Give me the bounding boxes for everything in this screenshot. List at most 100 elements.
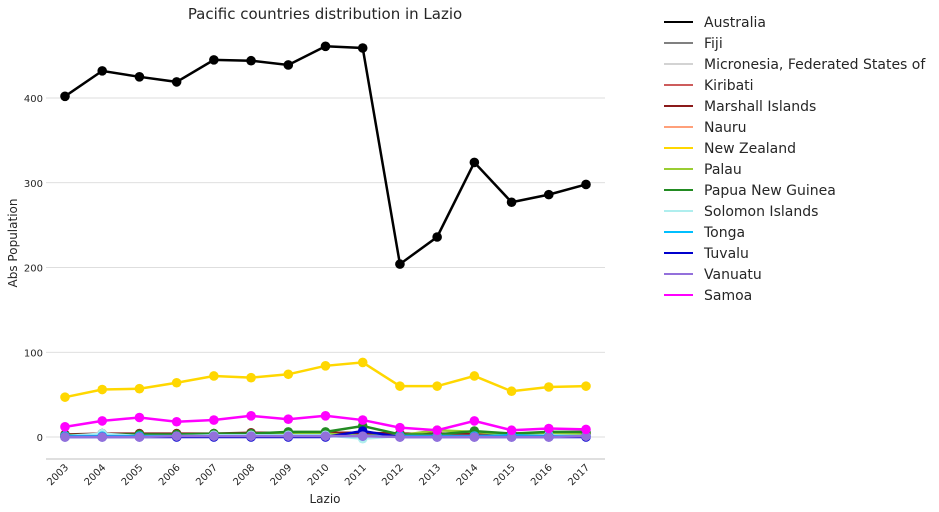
series-new-zealand <box>60 357 591 402</box>
data-point <box>283 369 294 380</box>
series-australia <box>60 41 591 269</box>
legend-label: Australia <box>704 15 766 31</box>
x-tick-label: 2011 <box>343 462 369 488</box>
data-point <box>97 416 108 426</box>
legend-label: Papua New Guinea <box>704 183 836 199</box>
data-point <box>134 72 145 82</box>
data-point <box>357 43 368 53</box>
data-point <box>209 371 219 381</box>
y-tick-label: 300 <box>24 179 43 190</box>
data-point <box>581 381 591 391</box>
y-tick-label: 0 <box>37 433 43 444</box>
data-point <box>469 157 480 168</box>
legend: Australia Fiji Micronesia, Federated State… <box>664 15 926 304</box>
x-axis-label: Lazio <box>309 492 340 506</box>
data-point <box>320 431 331 441</box>
data-point <box>246 372 256 383</box>
data-point <box>60 422 70 432</box>
data-point <box>320 41 331 52</box>
y-tick-labels: 0 100 200 300 400 <box>24 94 43 444</box>
series-lines <box>60 41 591 444</box>
x-tick-label: 2009 <box>269 462 295 488</box>
grid <box>46 97 605 438</box>
data-point <box>543 423 554 434</box>
data-point <box>506 386 517 397</box>
data-point <box>246 431 256 441</box>
legend-label: Fiji <box>704 36 723 52</box>
data-point <box>581 431 591 441</box>
data-point <box>543 432 554 442</box>
y-tick-label: 200 <box>24 264 43 275</box>
data-point <box>134 412 145 423</box>
data-point <box>97 384 108 395</box>
data-point <box>60 392 70 402</box>
data-point <box>134 383 145 394</box>
data-point <box>97 432 108 442</box>
data-point <box>246 55 256 66</box>
data-point <box>543 382 554 392</box>
data-point <box>246 411 256 421</box>
y-axis-label: Abs Population <box>6 199 20 288</box>
data-point <box>97 66 108 76</box>
x-tick-label: 2017 <box>566 462 592 488</box>
data-point <box>581 424 591 435</box>
data-point <box>209 415 219 425</box>
series-vanuatu <box>60 431 591 442</box>
series-samoa <box>60 411 591 436</box>
data-point <box>395 432 405 442</box>
data-point <box>283 431 294 441</box>
x-tick-label: 2010 <box>306 462 332 488</box>
x-tick-label: 2015 <box>492 462 518 488</box>
data-point <box>506 425 517 436</box>
legend-label: Tonga <box>703 225 745 241</box>
data-point <box>134 432 145 442</box>
data-point <box>171 431 182 441</box>
data-point <box>60 432 70 442</box>
data-point <box>581 179 591 190</box>
legend-label: Micronesia, Federated States of <box>704 57 926 73</box>
y-tick-label: 400 <box>24 94 43 105</box>
data-point <box>432 381 442 391</box>
data-point <box>209 55 219 65</box>
chart-title: Pacific countries distribution in Lazio <box>188 5 462 23</box>
x-tick-label: 2016 <box>529 462 555 488</box>
data-point <box>171 77 182 87</box>
data-point <box>432 232 442 242</box>
x-tick-label: 2007 <box>194 462 220 488</box>
data-point <box>283 60 294 70</box>
data-point <box>357 415 368 425</box>
legend-label: Solomon Islands <box>704 204 818 220</box>
x-tick-label: 2014 <box>455 462 481 488</box>
data-point <box>320 411 331 421</box>
legend-label: Marshall Islands <box>704 99 816 115</box>
data-point <box>283 414 294 425</box>
data-point <box>395 259 405 269</box>
legend-label: Vanuatu <box>704 267 762 283</box>
legend-label: Kiribati <box>704 78 754 94</box>
legend-label: Nauru <box>704 120 747 136</box>
x-tick-labels: 2003 2004 2005 2006 2007 2008 2009 2010 2011 2012… <box>45 462 592 488</box>
data-point <box>506 432 517 442</box>
x-tick-label: 2006 <box>157 462 183 488</box>
data-point <box>171 377 182 388</box>
x-tick-label: 2013 <box>417 462 443 488</box>
data-point <box>395 422 405 433</box>
data-point <box>432 425 442 436</box>
data-point <box>171 416 182 427</box>
y-tick-label: 100 <box>24 348 43 359</box>
data-point <box>469 371 480 381</box>
x-tick-label: 2008 <box>231 462 257 488</box>
data-point <box>543 189 554 200</box>
data-point <box>357 431 368 441</box>
x-tick-label: 2012 <box>380 462 406 488</box>
legend-label: Palau <box>704 162 742 178</box>
x-tick-label: 2004 <box>83 462 109 488</box>
data-point <box>320 361 331 371</box>
data-point <box>432 432 442 442</box>
x-tick-label: 2003 <box>45 462 71 488</box>
data-point <box>469 432 480 442</box>
legend-label: Tuvalu <box>703 246 749 262</box>
legend-label: New Zealand <box>704 141 796 157</box>
data-point <box>60 91 70 102</box>
